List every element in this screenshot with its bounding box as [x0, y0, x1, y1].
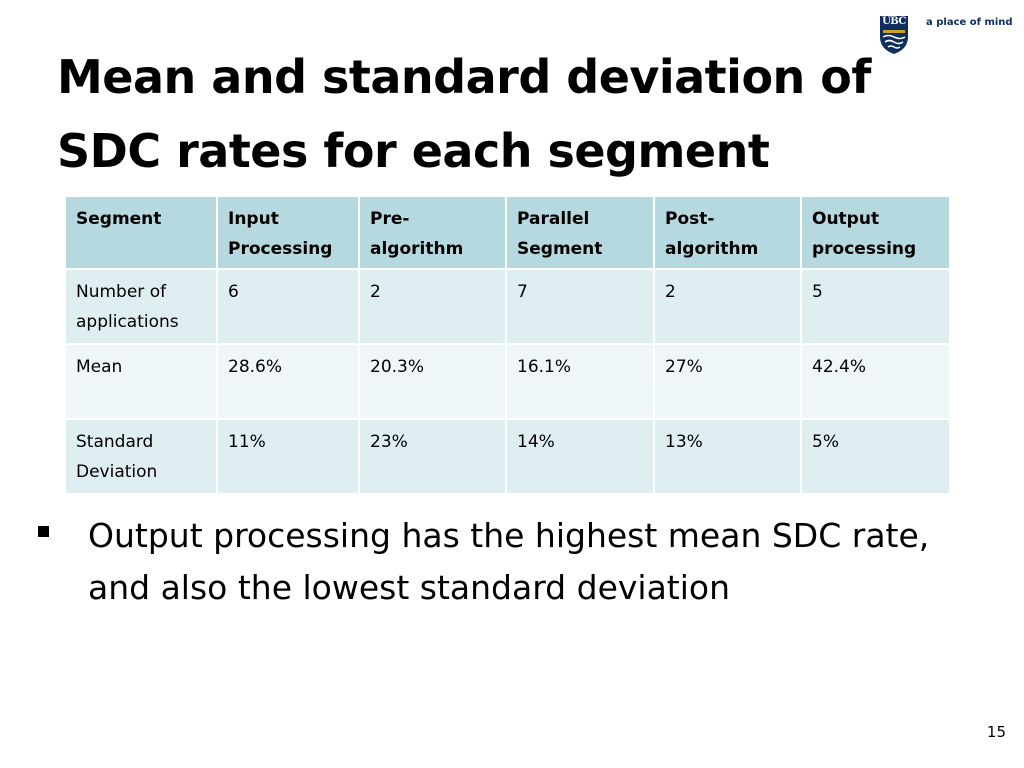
table-cell: 23% — [358, 418, 507, 495]
header-parallel-segment: Parallel Segment — [505, 195, 655, 270]
table-header-row: Segment Input Processing Pre-algorithm P… — [64, 195, 951, 270]
table-cell: 28.6% — [216, 343, 360, 420]
row-label: Standard Deviation — [64, 418, 218, 495]
table-cell: 13% — [653, 418, 802, 495]
header-input-processing: Input Processing — [216, 195, 360, 270]
logo-tagline: a place of mind — [926, 17, 1013, 28]
slide-title: Mean and standard deviation of SDC rates… — [57, 50, 871, 178]
header-post-algorithm: Post-algorithm — [653, 195, 802, 270]
table-row: Mean 28.6% 20.3% 16.1% 27% 42.4% — [64, 343, 951, 420]
table-cell: 5 — [800, 268, 951, 345]
table-cell: 2 — [358, 268, 507, 345]
header-output-processing: Output processing — [800, 195, 951, 270]
page-number: 15 — [986, 723, 1006, 741]
table-cell: 6 — [216, 268, 360, 345]
table-cell: 20.3% — [358, 343, 507, 420]
table-cell: 42.4% — [800, 343, 951, 420]
table-cell: 27% — [653, 343, 802, 420]
table-row: Number of applications 6 2 7 2 5 — [64, 268, 951, 345]
ubc-logo: UBC a place of mind — [879, 15, 1014, 57]
bullet-text: Output processing has the highest mean S… — [88, 516, 930, 607]
logo-text: UBC — [882, 16, 906, 27]
table-cell: 16.1% — [505, 343, 655, 420]
table-row: Standard Deviation 11% 23% 14% 13% 5% — [64, 418, 951, 495]
table-cell: 11% — [216, 418, 360, 495]
table-cell: 7 — [505, 268, 655, 345]
header-segment: Segment — [64, 195, 218, 270]
table-cell: 2 — [653, 268, 802, 345]
segment-table: Segment Input Processing Pre-algorithm P… — [64, 195, 951, 495]
row-label: Mean — [64, 343, 218, 420]
square-bullet-icon — [38, 526, 49, 537]
header-pre-algorithm: Pre-algorithm — [358, 195, 507, 270]
table-cell: 14% — [505, 418, 655, 495]
ubc-crest-icon — [880, 16, 908, 54]
row-label: Number of applications — [64, 268, 218, 345]
table-cell: 5% — [800, 418, 951, 495]
